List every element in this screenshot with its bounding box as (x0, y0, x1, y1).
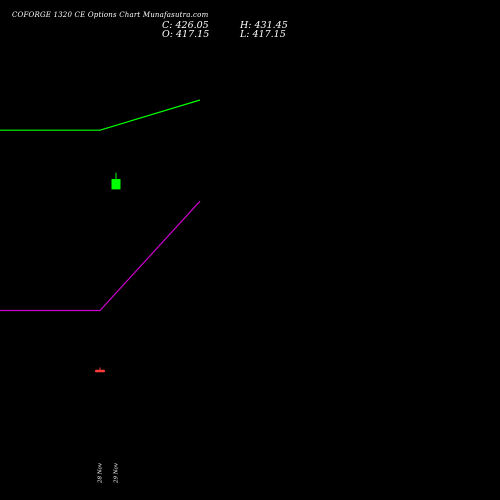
indicator-line-1 (0, 99, 201, 131)
low-value: L: 417.15 (240, 29, 286, 40)
candle-body-1 (95, 369, 105, 373)
x-tick-label: 29 Nov (114, 462, 120, 484)
indicator-line-2 (0, 200, 201, 312)
open-value: O: 417.15 (162, 29, 210, 40)
chart-title: COFORGE 1320 CE Options Chart Munafasutr… (12, 11, 209, 19)
candle-body-2 (111, 179, 121, 190)
x-tick-label: 28 Nov (98, 462, 104, 484)
close-value: C: 426.05 (162, 20, 209, 31)
high-value: H: 431.45 (240, 20, 288, 31)
